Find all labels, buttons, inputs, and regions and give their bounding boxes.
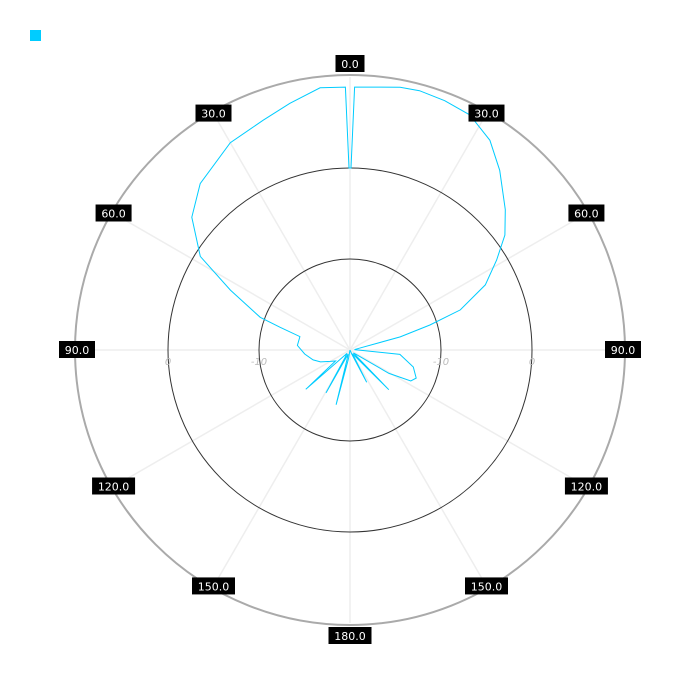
- legend-swatch: [30, 30, 41, 41]
- spoke-line: [349, 212, 587, 351]
- angle-tick-label: 90.0: [59, 341, 95, 358]
- spoke-line: [349, 113, 488, 351]
- angle-label-bg: [328, 627, 372, 644]
- angle-label-text: 0.0: [341, 58, 359, 71]
- angle-tick-label: 60.0: [568, 204, 605, 222]
- spoke-line: [349, 349, 587, 488]
- angle-label-bg: [192, 577, 235, 595]
- labels-layer: -10 -10 0 0 0.0 30.0 60.0 90.0 120.0 150.0 180.0 15…: [59, 55, 641, 644]
- angle-label-text: 150.0: [471, 580, 503, 593]
- spoke-line: [349, 349, 488, 587]
- spoke-line: [212, 349, 351, 587]
- angle-tick-label: 30.0: [195, 104, 232, 122]
- angle-label-text: 180.0: [334, 630, 366, 643]
- angle-label-text: 30.0: [201, 108, 226, 121]
- radial-tick-label: -10: [251, 357, 267, 368]
- angle-label-bg: [468, 104, 505, 122]
- spoke-line: [212, 113, 351, 351]
- radial-tick-label: 0: [165, 357, 171, 368]
- grid: [74, 74, 626, 626]
- angle-tick-label: 120.0: [92, 477, 136, 495]
- series-line: [191, 86, 506, 405]
- radial-tick-label: -10: [433, 357, 449, 368]
- angle-tick-label: 60.0: [95, 204, 132, 222]
- angle-tick-label: 180.0: [328, 627, 372, 644]
- spoke-line: [113, 349, 351, 488]
- angle-label-bg: [59, 341, 95, 358]
- angle-tick-label: 150.0: [465, 577, 508, 595]
- angle-label-bg: [335, 55, 365, 72]
- angle-label-bg: [92, 477, 136, 495]
- radial-tick-label: 0: [529, 357, 535, 368]
- radial-ring: [258, 258, 442, 442]
- angle-tick-label: 150.0: [192, 577, 235, 595]
- angle-label-text: 60.0: [101, 208, 126, 221]
- angle-label-bg: [465, 577, 508, 595]
- angle-label-bg: [95, 204, 132, 222]
- angle-label-text: 120.0: [98, 481, 130, 494]
- angle-tick-label: 30.0: [468, 104, 505, 122]
- angle-tick-label: 90.0: [605, 341, 641, 358]
- angle-tick-label: 0.0: [335, 55, 365, 72]
- angle-label-text: 90.0: [65, 344, 90, 357]
- angle-label-bg: [195, 104, 232, 122]
- angle-label-bg: [564, 477, 608, 495]
- angle-label-text: 150.0: [198, 580, 230, 593]
- angle-label-text: 60.0: [574, 208, 599, 221]
- series-layer: [191, 86, 506, 405]
- angle-tick-label: 120.0: [564, 477, 608, 495]
- angle-label-bg: [605, 341, 641, 358]
- angle-label-text: 120.0: [571, 481, 603, 494]
- angle-label-text: 90.0: [611, 344, 636, 357]
- angle-label-bg: [568, 204, 605, 222]
- angle-label-text: 30.0: [474, 108, 499, 121]
- spoke-line: [113, 212, 351, 351]
